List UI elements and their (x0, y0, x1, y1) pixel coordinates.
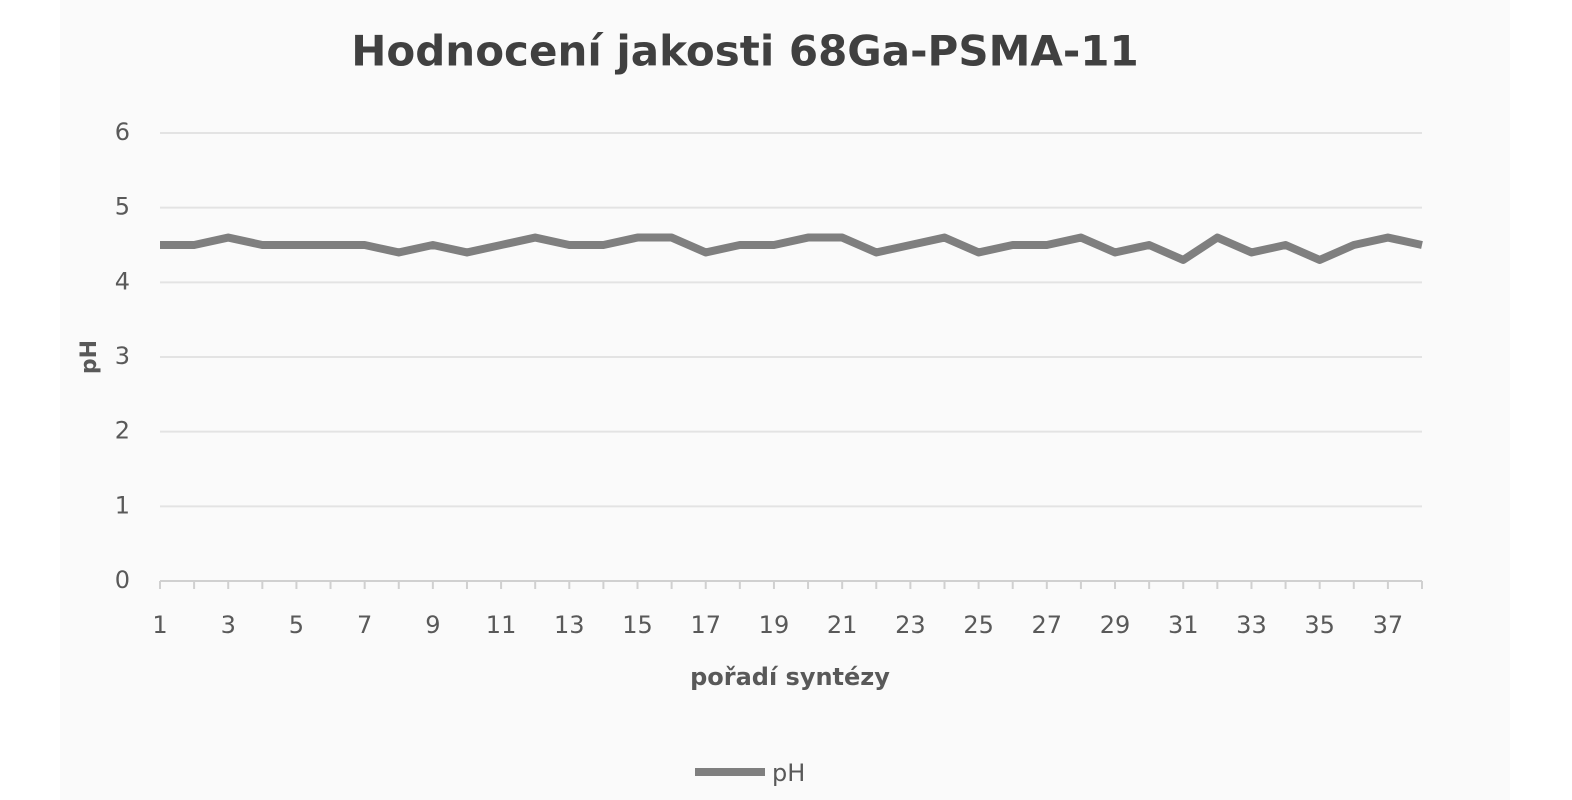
x-tick-label: 37 (1373, 611, 1404, 639)
chart-title: Hodnocení jakosti 68Ga-PSMA-11 (351, 27, 1139, 76)
x-tick-label: 27 (1032, 611, 1063, 639)
y-tick-label: 0 (115, 566, 130, 594)
y-tick-label: 2 (115, 417, 130, 445)
x-tick-label: 31 (1168, 611, 1199, 639)
x-tick-label: 11 (486, 611, 517, 639)
y-tick-label: 5 (115, 193, 130, 221)
y-tick-label: 4 (115, 267, 130, 295)
x-axis-title: pořadí syntézy (690, 663, 890, 691)
x-tick-label: 21 (827, 611, 858, 639)
x-tick-label: 23 (895, 611, 926, 639)
x-tick-label: 19 (759, 611, 790, 639)
data-line (160, 233, 1423, 264)
x-tick-label: 25 (963, 611, 994, 639)
x-tick-label: 9 (425, 611, 440, 639)
y-axis-title: pH (77, 340, 102, 374)
x-tick-label: 15 (622, 611, 653, 639)
y-tick-label: 6 (115, 118, 130, 146)
y-tick-label: 1 (115, 491, 130, 519)
x-tick-label: 33 (1236, 611, 1267, 639)
x-tick-label: 35 (1304, 611, 1335, 639)
x-tick-label: 3 (221, 611, 236, 639)
y-tick-label: 3 (115, 342, 130, 370)
x-tick-label: 17 (690, 611, 721, 639)
x-tick-label: 5 (289, 611, 304, 639)
legend-label: pH (772, 759, 805, 787)
x-tick-label: 1 (152, 611, 167, 639)
x-tick-label: 29 (1100, 611, 1131, 639)
x-tick-label: 7 (357, 611, 372, 639)
x-tick-label: 13 (554, 611, 585, 639)
